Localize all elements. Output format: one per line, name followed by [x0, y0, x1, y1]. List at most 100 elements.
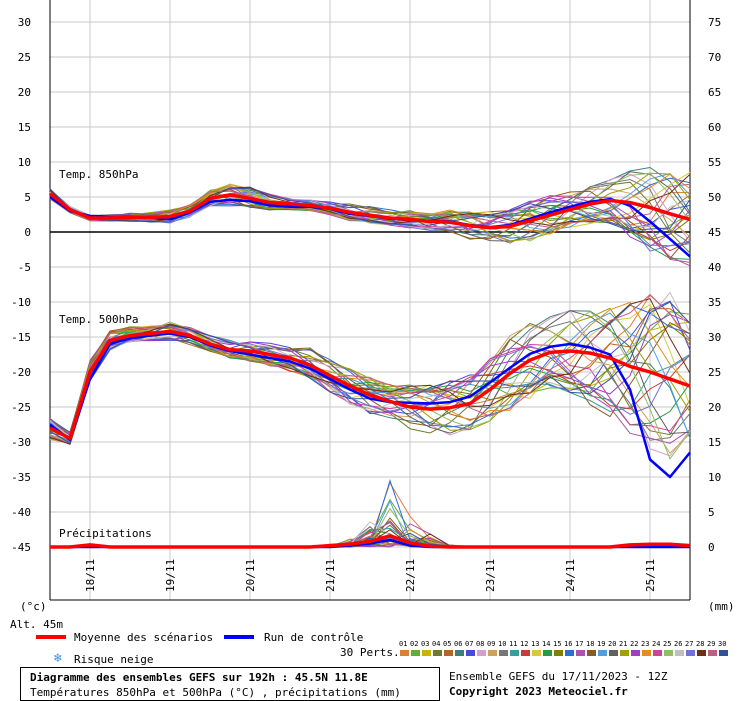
perturbation-swatch	[521, 650, 530, 656]
left-tick-label: 25	[18, 51, 31, 64]
perturbation-key-item: 26	[674, 640, 685, 660]
perturbation-key-item: 15	[553, 640, 564, 660]
left-tick-label: -15	[11, 331, 31, 344]
perturbation-key-item: 01	[399, 640, 410, 660]
perturbation-key-item: 07	[465, 640, 476, 660]
left-tick-label: 20	[18, 86, 31, 99]
perturbation-key-item: 27	[685, 640, 696, 660]
right-tick-label: 5	[708, 506, 715, 519]
perturbation-number: 22	[630, 640, 639, 648]
perturbation-key-item: 14	[542, 640, 553, 660]
perturbation-swatch	[444, 650, 453, 656]
perturbation-number: 13	[531, 640, 540, 648]
copyright: Copyright 2023 Meteociel.fr	[449, 685, 628, 698]
perturbations-count: 30 Perts.	[340, 646, 400, 659]
perturbation-key-item: 11	[509, 640, 520, 660]
perturbation-key-item: 10	[498, 640, 509, 660]
left-tick-label: 30	[18, 16, 31, 29]
perturbation-number: 06	[454, 640, 463, 648]
legend-control-label: Run de contrôle	[264, 631, 364, 644]
perturbation-number: 27	[685, 640, 694, 648]
x-tick-label: 19/11	[164, 559, 177, 592]
mean-precip-line	[50, 534, 691, 549]
x-tick-label: 22/11	[404, 559, 417, 592]
mean-t500-line	[49, 329, 691, 441]
perturbation-key-item: 25	[663, 640, 674, 660]
left-tick-label: -30	[11, 436, 31, 449]
perturbation-swatch	[543, 650, 552, 656]
perturbation-number: 12	[520, 640, 529, 648]
member-t500-line	[49, 291, 691, 439]
chart-series	[48, 192, 691, 549]
perturbation-number: 23	[641, 640, 650, 648]
left-tick-label: -5	[18, 261, 31, 274]
perturbation-key-item: 23	[641, 640, 652, 660]
perturbation-number: 05	[443, 640, 452, 648]
perturbation-number: 24	[652, 640, 661, 648]
control-t500-line	[49, 332, 691, 479]
perturbation-key-item: 13	[531, 640, 542, 660]
perturbation-key-item: 06	[454, 640, 465, 660]
perturbation-swatch	[631, 650, 640, 656]
perturbation-key-item: 09	[487, 640, 498, 660]
perturbation-swatch	[422, 650, 431, 656]
chart-title: Diagramme des ensembles GEFS sur 192h : …	[30, 671, 368, 684]
perturbation-key-item: 18	[586, 640, 597, 660]
perturbation-number: 09	[487, 640, 496, 648]
perturbation-swatch	[675, 650, 684, 656]
left-tick-label: 15	[18, 121, 31, 134]
perturbation-swatch	[455, 650, 464, 656]
panel-label-t850: Temp. 850hPa	[59, 168, 138, 181]
member-t850-line	[49, 187, 691, 232]
right-tick-label: 15	[708, 436, 721, 449]
panel-label-t500: Temp. 500hPa	[59, 313, 138, 326]
perturbation-swatch	[510, 650, 519, 656]
chart-grid	[50, 0, 690, 600]
perturbation-number: 18	[586, 640, 595, 648]
legend-mean-label: Moyenne des scénarios	[74, 631, 214, 644]
perturbation-key-item: 22	[630, 640, 641, 660]
x-tick-label: 25/11	[644, 559, 657, 592]
right-tick-label: 30	[708, 331, 721, 344]
mean-t850-line	[48, 192, 691, 230]
perturbation-number: 07	[465, 640, 474, 648]
perturbation-number: 02	[410, 640, 419, 648]
left-tick-label: -45	[11, 541, 31, 554]
left-tick-label: -35	[11, 471, 31, 484]
perturbation-key-item: 24	[652, 640, 663, 660]
perturbation-swatch	[576, 650, 585, 656]
member-t500-line	[49, 301, 691, 445]
left-tick-label: 0	[24, 226, 31, 239]
perturbation-key-item: 02	[410, 640, 421, 660]
perturbation-number: 21	[619, 640, 628, 648]
legend-snow-label: Risque neige	[74, 653, 154, 666]
perturbation-number: 14	[542, 640, 551, 648]
perturbation-swatch	[400, 650, 409, 656]
perturbation-swatch	[686, 650, 695, 656]
right-tick-label: 20	[708, 401, 721, 414]
perturbation-swatch	[466, 650, 475, 656]
right-tick-label: 65	[708, 86, 721, 99]
left-tick-label: 10	[18, 156, 31, 169]
member-t500-line	[49, 310, 691, 435]
member-t850-line	[49, 171, 691, 242]
perturbation-number: 01	[399, 640, 408, 648]
perturbation-key-item: 12	[520, 640, 531, 660]
perturbation-swatch	[554, 650, 563, 656]
perturbation-swatch	[477, 650, 486, 656]
snowflake-icon: ❄	[54, 651, 62, 666]
footer-info-box: Ensemble GEFS du 17/11/2023 - 12Z Copyri…	[442, 667, 738, 699]
perturbation-swatch	[587, 650, 596, 656]
perturbation-swatch	[664, 650, 673, 656]
perturbation-number: 11	[509, 640, 518, 648]
perturbation-number: 04	[432, 640, 441, 648]
perturbation-swatch	[719, 650, 728, 656]
x-tick-label: 24/11	[564, 559, 577, 592]
perturbation-number: 17	[575, 640, 584, 648]
right-tick-label: 0	[708, 541, 715, 554]
right-axis-unit: (mm)	[708, 600, 735, 613]
perturbation-key-item: 03	[421, 640, 432, 660]
perturbation-swatch	[642, 650, 651, 656]
